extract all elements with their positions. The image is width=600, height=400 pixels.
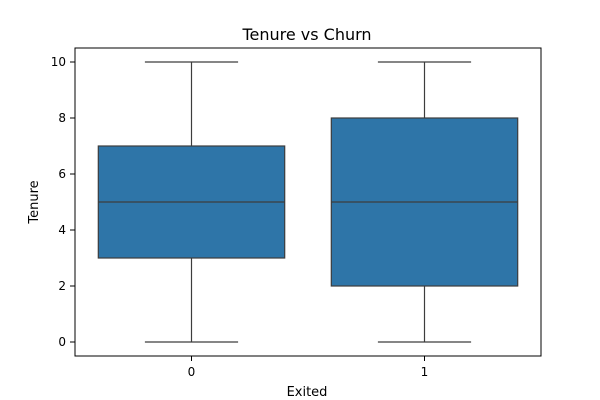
plot-area [97, 61, 519, 343]
y-tick-label: 10 [51, 55, 66, 69]
box-group-0 [97, 61, 286, 343]
y-tick-label: 6 [58, 167, 66, 181]
box-group-1 [330, 61, 519, 343]
y-tick-label: 4 [58, 223, 66, 237]
axes-frame [74, 47, 542, 357]
x-axis-label: Exited [287, 385, 328, 400]
y-axis-label: Tenure [27, 180, 42, 224]
y-tick-label: 8 [58, 111, 66, 125]
y-tick-label: 0 [58, 335, 66, 349]
chart-title: Tenure vs Churn [241, 25, 371, 44]
y-tick-label: 2 [58, 279, 66, 293]
x-tick-label: 0 [188, 365, 196, 379]
x-tick-label: 1 [421, 365, 429, 379]
